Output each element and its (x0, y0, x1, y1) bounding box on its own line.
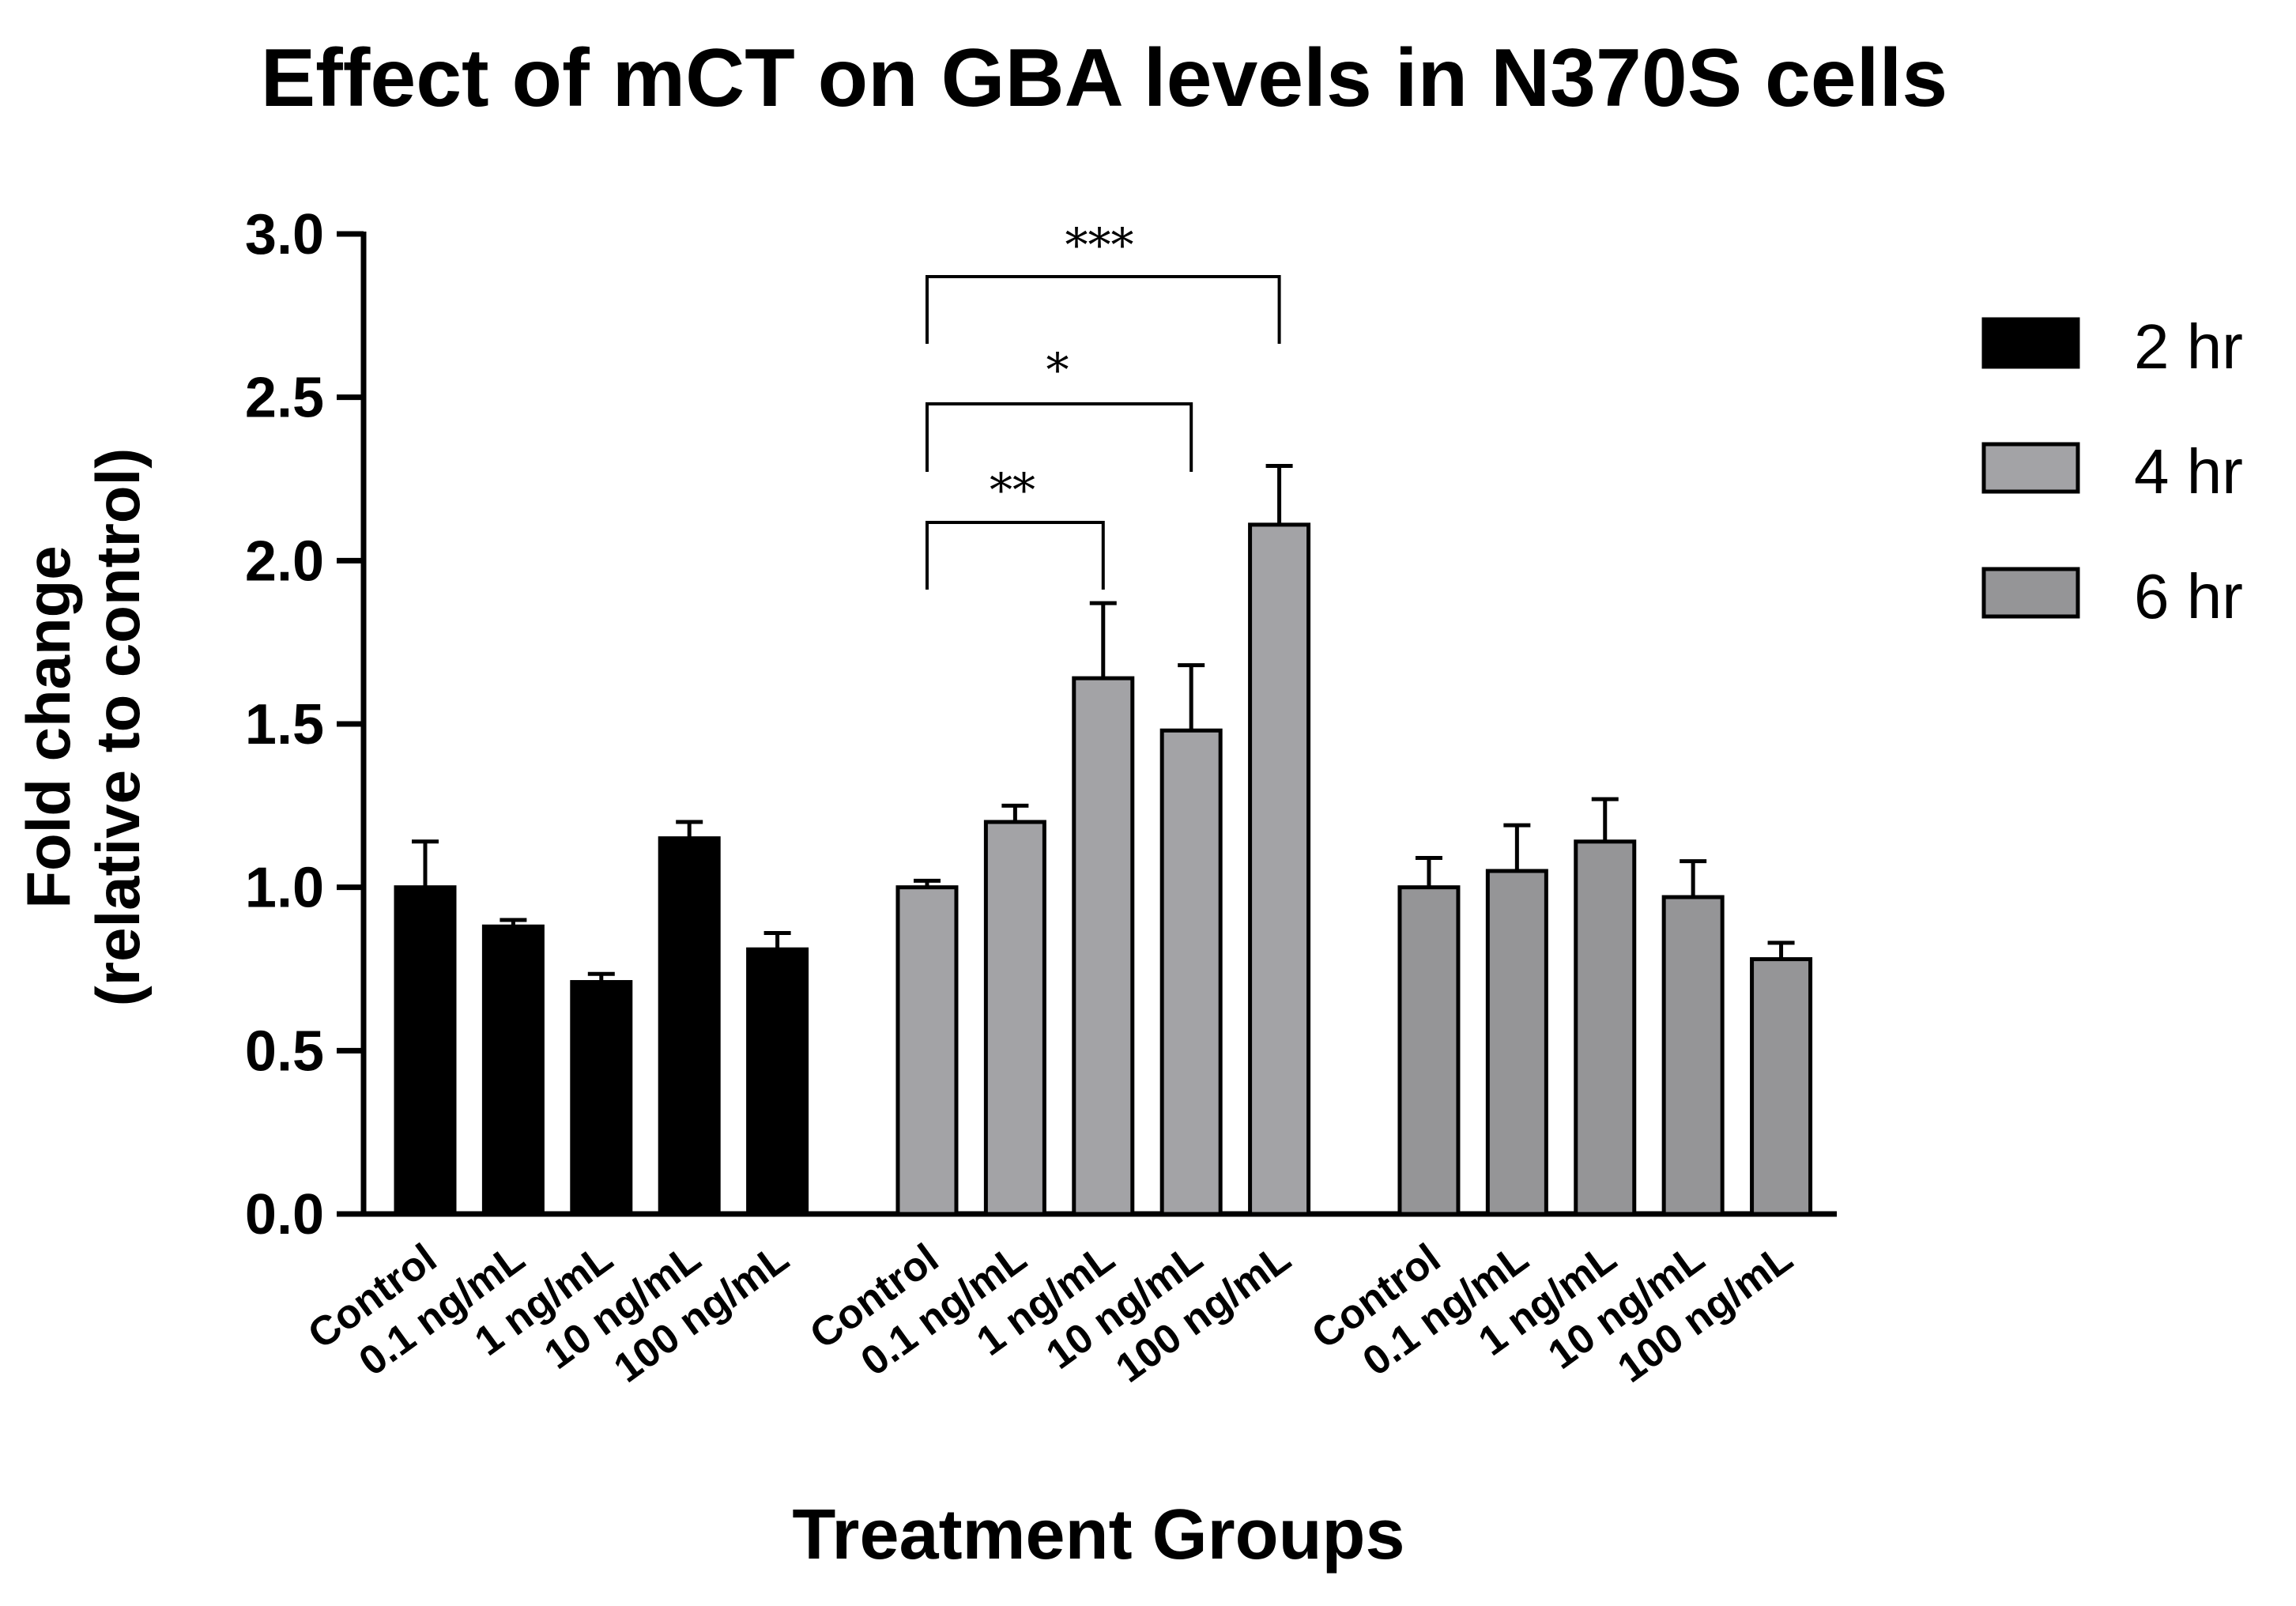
y-tick-label: 1.0 (245, 857, 324, 920)
x-axis-title: Treatment Groups (792, 1495, 1404, 1574)
y-axis-title-line1: Fold change (13, 545, 83, 908)
bar (570, 980, 633, 1216)
bar (983, 820, 1046, 1216)
significance-bracket (925, 521, 1105, 590)
y-tick-label: 0.5 (245, 1020, 324, 1083)
significance-label: ** (990, 463, 1035, 517)
legend-label: 6 hr (2134, 561, 2243, 631)
legend-label: 4 hr (2134, 436, 2243, 507)
legend-label: 2 hr (2134, 311, 2243, 382)
bar (1159, 728, 1223, 1216)
bar (658, 836, 721, 1216)
bar (746, 947, 809, 1216)
y-axis: 0.0 0.5 1.0 1.5 2.0 2.5 3.0 (245, 203, 1837, 1246)
bar (1661, 895, 1725, 1216)
bar (1574, 839, 1637, 1216)
bar (895, 885, 959, 1216)
y-axis-title: Fold change (relative to control) (13, 448, 153, 1006)
legend-swatch (1981, 442, 2080, 494)
y-tick-label: 3.0 (245, 203, 324, 266)
legend: 2 hr 4 hr 6 hr (1981, 311, 2243, 631)
significance-bracket (925, 275, 1281, 344)
chart-title: Effect of mCT on GBA levels in N370S cel… (261, 32, 1948, 124)
bar (481, 924, 545, 1216)
bar (394, 885, 457, 1216)
significance-label: *** (1065, 218, 1133, 272)
significance-label: * (1046, 343, 1069, 397)
y-tick-label: 2.5 (245, 367, 324, 430)
y-tick-label: 2.0 (245, 530, 324, 593)
bar (1750, 957, 1813, 1216)
bars (394, 463, 1813, 1216)
legend-swatch (1981, 567, 2080, 619)
bar (1248, 522, 1311, 1216)
bar (1397, 885, 1461, 1216)
y-tick-label: 1.5 (245, 693, 324, 756)
legend-swatch (1981, 317, 2080, 369)
significance-bracket (925, 402, 1193, 472)
bar (1072, 676, 1135, 1216)
significance-brackets: ****** (925, 218, 1281, 590)
y-tick-label: 0.0 (245, 1183, 324, 1246)
y-axis-title-line2: (relative to control) (83, 448, 153, 1006)
bar (1485, 869, 1548, 1216)
